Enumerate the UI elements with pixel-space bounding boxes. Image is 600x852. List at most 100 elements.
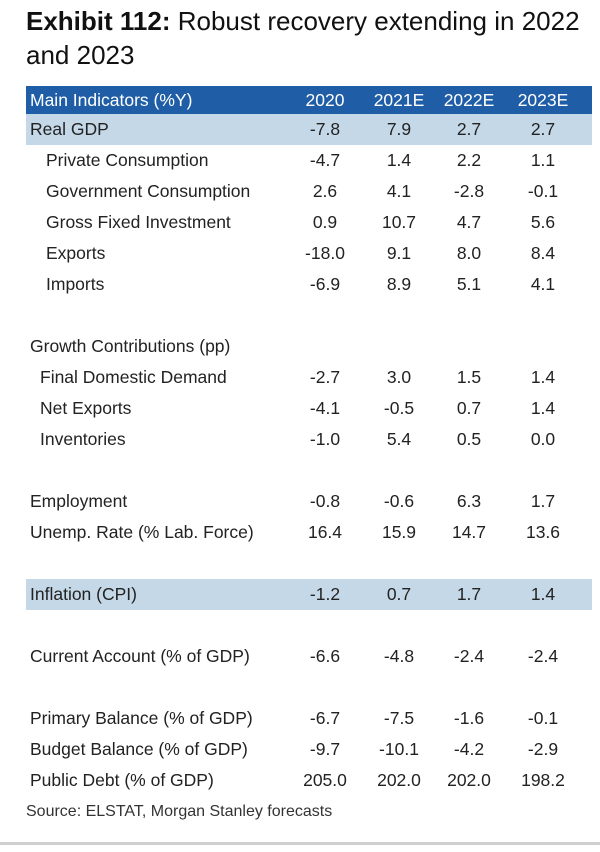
- cell: -0.1: [527, 708, 559, 728]
- row-label: Inflation (CPI): [30, 584, 137, 604]
- cell: 4.1: [386, 181, 412, 201]
- bottom-divider: [0, 842, 600, 845]
- row-label: Real GDP: [30, 119, 109, 139]
- cell: -2.4: [453, 646, 485, 666]
- row-label: Final Domestic Demand: [40, 367, 227, 387]
- cell: -2.9: [527, 739, 559, 759]
- row-label: Net Exports: [40, 398, 132, 418]
- table-row-gross-fixed-investment: Gross Fixed Investment 0.9 10.7 4.7 5.6: [26, 207, 592, 238]
- header-col-2022e: 2022E: [443, 90, 495, 110]
- table-row-net-exports: Net Exports -4.1 -0.5 0.7 1.4: [26, 393, 592, 424]
- cell: 0.7: [386, 584, 412, 604]
- cell: -1.6: [453, 708, 485, 728]
- row-spacer: [26, 300, 592, 331]
- cell: 1.7: [530, 491, 556, 511]
- header-col-2021e: 2021E: [373, 90, 425, 110]
- cell: 14.7: [451, 522, 487, 542]
- source-note: Source: ELSTAT, Morgan Stanley forecasts: [26, 803, 333, 820]
- cell: 2.6: [312, 181, 338, 201]
- cell: -4.2: [453, 739, 485, 759]
- row-label: Budget Balance (% of GDP): [30, 739, 248, 759]
- cell: -4.8: [383, 646, 415, 666]
- cell: 202.0: [377, 770, 421, 790]
- cell: -2.8: [453, 181, 485, 201]
- cell: -1.2: [309, 584, 341, 604]
- cell: -0.5: [383, 398, 415, 418]
- cell: 3.0: [386, 367, 412, 387]
- cell: -2.4: [527, 646, 559, 666]
- cell: 5.4: [386, 429, 412, 449]
- table-row-private-consumption: Private Consumption -4.7 1.4 2.2 1.1: [26, 145, 592, 176]
- table-row-unemployment-rate: Unemp. Rate (% Lab. Force) 16.4 15.9 14.…: [26, 517, 592, 548]
- row-label: Government Consumption: [46, 181, 251, 201]
- cell: 9.1: [386, 243, 412, 263]
- row-label: Exports: [46, 243, 106, 263]
- table-row-exports: Exports -18.0 9.1 8.0 8.4: [26, 238, 592, 269]
- cell: 8.4: [530, 243, 556, 263]
- row-label: Current Account (% of GDP): [30, 646, 250, 666]
- cell: -4.7: [309, 150, 341, 170]
- cell: 7.9: [386, 119, 412, 139]
- cell: -6.9: [309, 274, 341, 294]
- row-spacer: [26, 610, 592, 641]
- table-row-public-debt: Public Debt (% of GDP) 205.0 202.0 202.0…: [26, 765, 592, 796]
- exhibit-number: Exhibit 112:: [26, 6, 171, 36]
- cell: 10.7: [381, 212, 417, 232]
- table-row-current-account: Current Account (% of GDP) -6.6 -4.8 -2.…: [26, 641, 592, 672]
- cell: -10.1: [379, 739, 419, 759]
- table-row-inflation: Inflation (CPI) -1.2 0.7 1.7 1.4: [26, 579, 592, 610]
- cell: -0.6: [383, 491, 415, 511]
- cell: -6.6: [309, 646, 341, 666]
- table-row-budget-balance: Budget Balance (% of GDP) -9.7 -10.1 -4.…: [26, 734, 592, 765]
- cell: 16.4: [307, 522, 343, 542]
- cell: 2.2: [456, 150, 482, 170]
- cell: -7.8: [309, 119, 341, 139]
- cell: 2.7: [530, 119, 556, 139]
- header-label: Main Indicators (%Y): [30, 90, 193, 110]
- cell: 1.7: [456, 584, 482, 604]
- row-spacer: [26, 548, 592, 579]
- cell: 1.4: [530, 584, 556, 604]
- row-label: Public Debt (% of GDP): [30, 770, 214, 790]
- cell: 198.2: [521, 770, 565, 790]
- row-label: Private Consumption: [46, 150, 209, 170]
- cell: 13.6: [525, 522, 561, 542]
- table-row-final-domestic-demand: Final Domestic Demand -2.7 3.0 1.5 1.4: [26, 362, 592, 393]
- cell: 8.9: [386, 274, 412, 294]
- cell: 4.1: [530, 274, 556, 294]
- cell: 0.7: [456, 398, 482, 418]
- cell: -6.7: [309, 708, 341, 728]
- table-row-growth-contributions: Growth Contributions (pp): [26, 331, 592, 362]
- cell: -4.1: [309, 398, 341, 418]
- table-row-inventories: Inventories -1.0 5.4 0.5 0.0: [26, 424, 592, 455]
- table-row-government-consumption: Government Consumption 2.6 4.1 -2.8 -0.1: [26, 176, 592, 207]
- cell: 8.0: [456, 243, 482, 263]
- cell: -9.7: [309, 739, 341, 759]
- table-row-primary-balance: Primary Balance (% of GDP) -6.7 -7.5 -1.…: [26, 703, 592, 734]
- row-spacer: [26, 455, 592, 486]
- header-col-2023e: 2023E: [517, 90, 569, 110]
- exhibit-title: Exhibit 112: Robust recovery extending i…: [26, 4, 586, 72]
- cell: -0.1: [527, 181, 559, 201]
- header-col-2020: 2020: [305, 90, 345, 110]
- cell: -18.0: [305, 243, 345, 263]
- row-label: Imports: [46, 274, 105, 294]
- table-row-imports: Imports -6.9 8.9 5.1 4.1: [26, 269, 592, 300]
- cell: 4.7: [456, 212, 482, 232]
- cell: 205.0: [303, 770, 347, 790]
- cell: 0.0: [530, 429, 556, 449]
- cell: 1.4: [530, 367, 556, 387]
- table-row-employment: Employment -0.8 -0.6 6.3 1.7: [26, 486, 592, 517]
- row-label: Unemp. Rate (% Lab. Force): [30, 522, 254, 542]
- cell: 0.5: [456, 429, 482, 449]
- row-spacer: [26, 672, 592, 703]
- cell: -0.8: [309, 491, 341, 511]
- row-label: Gross Fixed Investment: [46, 212, 231, 232]
- row-label: Primary Balance (% of GDP): [30, 708, 253, 728]
- cell: 1.4: [530, 398, 556, 418]
- cell: 1.5: [456, 367, 482, 387]
- table-row-real-gdp: Real GDP -7.8 7.9 2.7 2.7: [26, 114, 592, 145]
- cell: 5.1: [456, 274, 482, 294]
- section-label: Growth Contributions (pp): [30, 336, 231, 356]
- exhibit-heading: Robust recovery extending in 2022 and 20…: [26, 6, 580, 70]
